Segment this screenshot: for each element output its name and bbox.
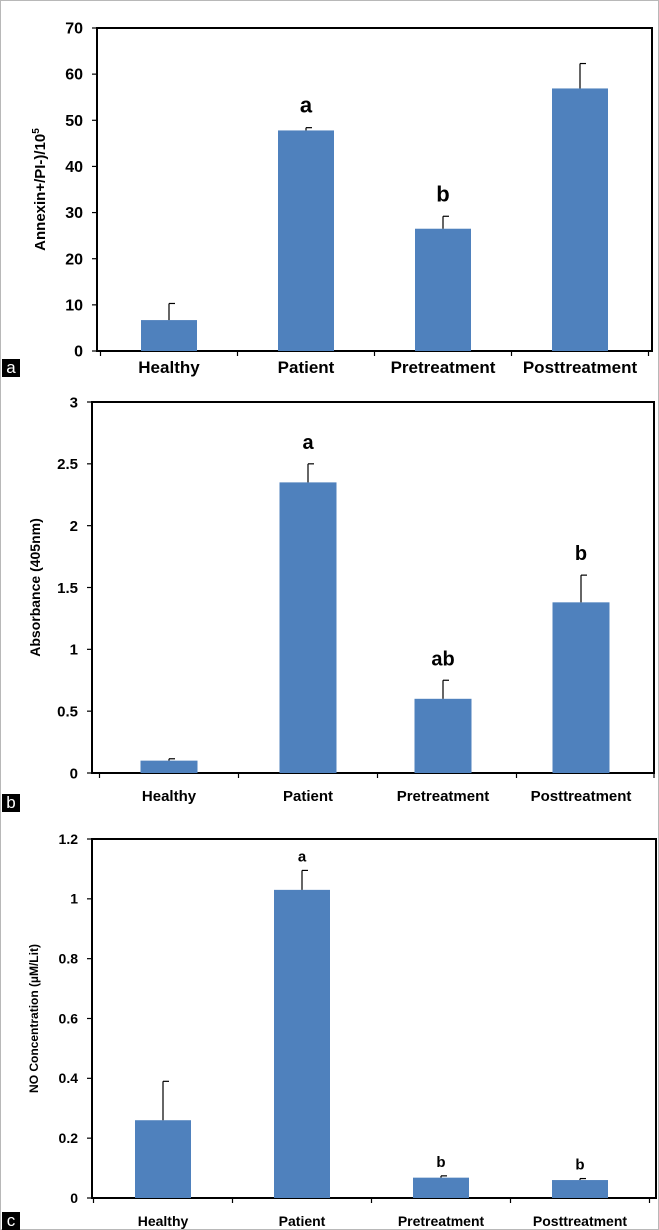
panel-b-bar-patient	[279, 482, 337, 773]
panel-a-chart: 0 10 20 30 40 50 60 70 Annexin+/PI-)/105 Healthy a…	[31, 21, 653, 377]
panel-a-y-tick-label: 70	[65, 21, 83, 38]
panel-c-y-tick-label: 0.6	[59, 1010, 79, 1026]
panel-a-bar-patient	[278, 130, 334, 351]
panel-a-y-tick-label: 0	[74, 344, 83, 361]
panel-b-y-tick-label: 0	[70, 765, 78, 782]
panel-a-y-tick-label: 40	[65, 159, 83, 176]
panel-b-y-axis-label: Absorbance (405nm)	[27, 518, 43, 656]
panel-b-x-tick-label-posttreatment: Posttreatment	[531, 788, 632, 805]
panel-b-chart: 0 0.5 1 1.5 2 2.5 3 Absorbance (405nm) Healthy a P…	[27, 394, 655, 805]
panel-c-bar-pretreatment	[413, 1177, 469, 1198]
panel-a-x-tick-label-pretreatment: Pretreatment	[391, 358, 496, 377]
panel-a-y-tick-label: 30	[65, 205, 83, 222]
panel-b-y-tick-label: 0.5	[57, 703, 78, 720]
panel-b-x-tick-label-healthy: Healthy	[142, 788, 197, 805]
panel-c-label: c	[2, 1212, 20, 1230]
panel-a-y-axis-label: Annexin+/PI-)/105	[31, 128, 49, 251]
panel-c-y-tick-label: 1	[70, 891, 78, 907]
panel-c-significance-label-posttreatment: b	[575, 1157, 584, 1174]
panel-a-bar-healthy	[141, 320, 197, 351]
panel-a-y-axis-label-superscript: 5	[31, 128, 42, 134]
panel-c-y-tick-label: 0.8	[59, 951, 79, 967]
panel-a-y-axis-label-text: Annexin+/PI-)/10	[32, 134, 49, 251]
panel-a-y-tick-label: 50	[65, 113, 83, 130]
panel-c-y-axis-label-text: NO Concentration (µM/Lit)	[27, 944, 41, 1093]
panel-a-significance-label-pretreatment: b	[436, 181, 449, 206]
panel-b-bar-pretreatment	[414, 698, 472, 773]
panel-c-chart: 0 0.2 0.4 0.6 0.8 1 1.2 NO Concentration (µM/Li…	[27, 831, 657, 1229]
panel-c-significance-label-patient: a	[298, 848, 307, 865]
panel-a-bar-pretreatment	[415, 228, 471, 351]
panel-b-y-tick-label: 1.5	[57, 580, 78, 597]
panel-b-significance-label-patient: a	[302, 432, 314, 454]
panel-b-bar-healthy	[140, 760, 198, 773]
panel-c-y-tick-label: 1.2	[59, 831, 79, 847]
panel-c-bar-posttreatment	[552, 1180, 608, 1198]
panel-a-x-tick-label-healthy: Healthy	[138, 358, 200, 377]
panel-c-bar-healthy	[135, 1120, 191, 1198]
panel-a-x-tick-label-patient: Patient	[278, 358, 335, 377]
panel-c-x-tick-label-healthy: Healthy	[138, 1213, 189, 1229]
panel-c-x-tick-label-patient: Patient	[279, 1213, 326, 1229]
panel-b-y-axis-label-text: Absorbance (405nm)	[27, 518, 43, 656]
panel-b-y-tick-label: 3	[70, 394, 78, 411]
panel-a-y-tick-label: 20	[65, 251, 83, 268]
panel-a-y-tick-label: 10	[65, 297, 83, 314]
panel-c-x-tick-label-pretreatment: Pretreatment	[398, 1213, 485, 1229]
panel-a-significance-label-patient: a	[300, 93, 313, 118]
panel-b-x-tick-label-pretreatment: Pretreatment	[397, 788, 490, 805]
panel-c-y-tick-label: 0.2	[59, 1130, 79, 1146]
panel-c-y-tick-label: 0	[70, 1190, 78, 1206]
panel-b-y-tick-label: 2	[70, 518, 78, 535]
panel-a-label: a	[2, 359, 20, 377]
panel-c-significance-label-pretreatment: b	[436, 1154, 445, 1171]
panel-b-label: b	[2, 794, 20, 812]
panel-b-y-tick-label: 2.5	[57, 456, 78, 473]
panel-c-x-tick-label-posttreatment: Posttreatment	[533, 1213, 627, 1229]
panel-b-x-tick-label-patient: Patient	[283, 788, 333, 805]
panel-b-significance-label-posttreatment: b	[575, 543, 587, 565]
panel-c-bar-patient	[274, 889, 330, 1198]
panel-b-significance-label-pretreatment: ab	[431, 648, 454, 670]
panel-c-y-tick-label: 0.4	[59, 1070, 79, 1086]
panel-c-y-axis-label: NO Concentration (µM/Lit)	[27, 944, 41, 1093]
panel-b-bar-posttreatment	[552, 602, 610, 773]
panel-a-x-tick-label-posttreatment: Posttreatment	[523, 358, 638, 377]
panel-b-y-tick-label: 1	[70, 642, 78, 659]
panel-a-bar-posttreatment	[552, 88, 608, 351]
panel-a-y-tick-label: 60	[65, 67, 83, 84]
